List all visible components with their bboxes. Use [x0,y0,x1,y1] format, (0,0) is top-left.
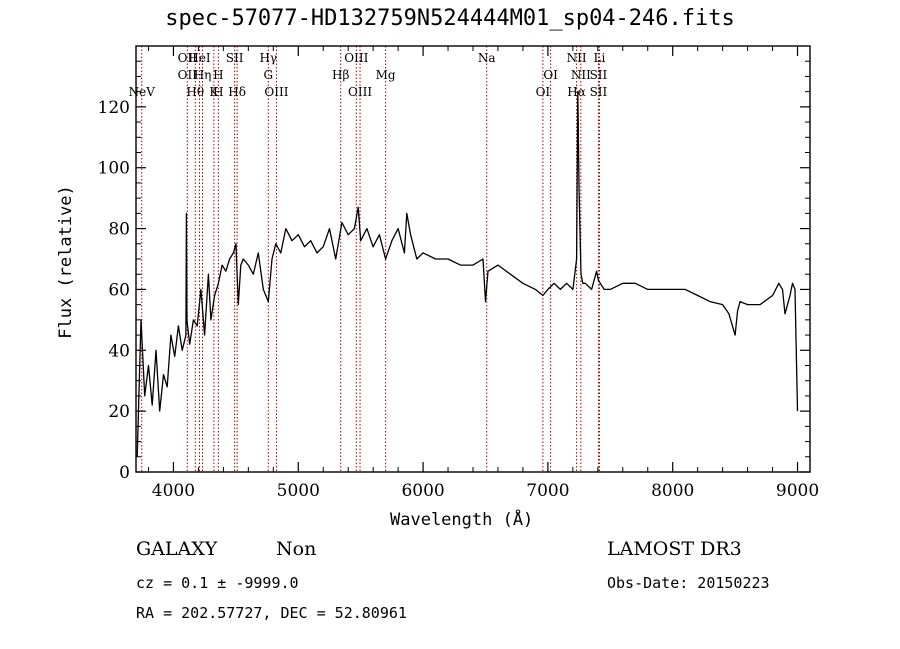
line-label: NII [567,51,587,65]
line-label: NeV [129,85,156,99]
line-label: H [213,68,223,82]
y-tick-label: 0 [119,463,130,483]
y-tick-label: 20 [108,402,130,422]
line-label: G [264,68,274,82]
x-tick-label: 8000 [651,481,694,501]
line-label: OIII [264,85,288,99]
y-axis-label: Flux (relative) [56,185,76,339]
line-label: NII [571,68,591,82]
line-labels: NeVOIIOIIHθHeIHηKHHSIIHδHγGOIIIHβOIIIOII… [129,51,608,99]
line-label: HeI [188,51,211,65]
line-label: OIII [348,85,372,99]
line-label: SII [590,68,608,82]
x-tick-label: 4000 [152,481,195,501]
line-label: Na [478,51,496,65]
x-tick-label: 5000 [277,481,320,501]
object-class: GALAXY [136,538,218,560]
y-tick-label: 100 [98,159,130,179]
line-label: Hδ [228,85,246,99]
obs-date: Obs-Date: 20150223 [607,574,770,592]
spectrum-line [136,90,799,457]
line-label: OII [178,51,198,65]
line-label: Mg [376,68,396,82]
x-axis-label: Wavelength (Å) [390,510,534,530]
line-label: Hα [567,85,586,99]
line-label: K [209,85,219,99]
y-tick-label: 120 [98,98,130,118]
line-label: Hθ [186,85,204,99]
y-tick-label: 40 [108,341,130,361]
line-label: Hγ [259,51,277,65]
x-tick-label: 7000 [526,481,569,501]
chart-title: spec-57077-HD132759N524444M01_sp04-246.f… [165,6,735,31]
x-tick-label: 6000 [401,481,444,501]
line-label: Hβ [332,68,349,82]
line-label: OI [536,85,551,99]
x-tick-label: 9000 [776,481,819,501]
line-label: H [213,85,223,99]
line-markers [141,46,600,472]
line-label: SII [226,51,244,65]
redshift-line: cz = 0.1 ± -9999.0 [136,574,299,592]
line-label: Hη [194,68,212,82]
coordinates: RA = 202.57727, DEC = 52.80961 [136,604,407,622]
line-label: Li [594,51,606,65]
y-tick-label: 80 [108,220,130,240]
line-label: OII [178,68,198,82]
object-subclass: Non [276,538,317,560]
line-label: SII [590,85,608,99]
axis-ticks: 4000 5000 6000 7000 8000 9000 0 20 40 60 80 100 120 [98,46,819,501]
line-label: OIII [344,51,368,65]
survey-name: LAMOST DR3 [607,538,742,560]
line-label: OI [543,68,558,82]
y-tick-label: 60 [108,280,130,300]
